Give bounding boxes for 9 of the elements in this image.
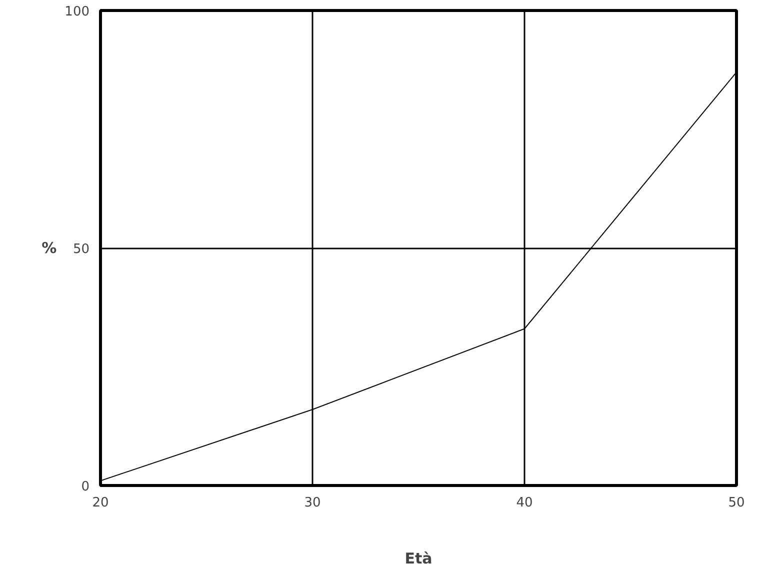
y-tick-label: 50 bbox=[72, 242, 90, 257]
x-tick-label: 30 bbox=[304, 496, 321, 510]
y-tick-label: 100 bbox=[64, 4, 90, 20]
y-axis-title: % bbox=[42, 239, 57, 257]
x-tick-label: 40 bbox=[516, 496, 533, 510]
y-tick-label: 0 bbox=[81, 480, 90, 494]
x-tick-label: 20 bbox=[92, 496, 109, 510]
x-tick-label: 50 bbox=[728, 496, 745, 510]
x-axis-title: Età bbox=[404, 550, 432, 568]
